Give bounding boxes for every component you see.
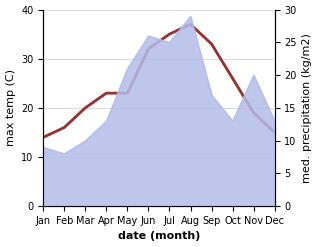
X-axis label: date (month): date (month) (118, 231, 200, 242)
Y-axis label: med. precipitation (kg/m2): med. precipitation (kg/m2) (302, 33, 313, 183)
Y-axis label: max temp (C): max temp (C) (5, 69, 16, 146)
